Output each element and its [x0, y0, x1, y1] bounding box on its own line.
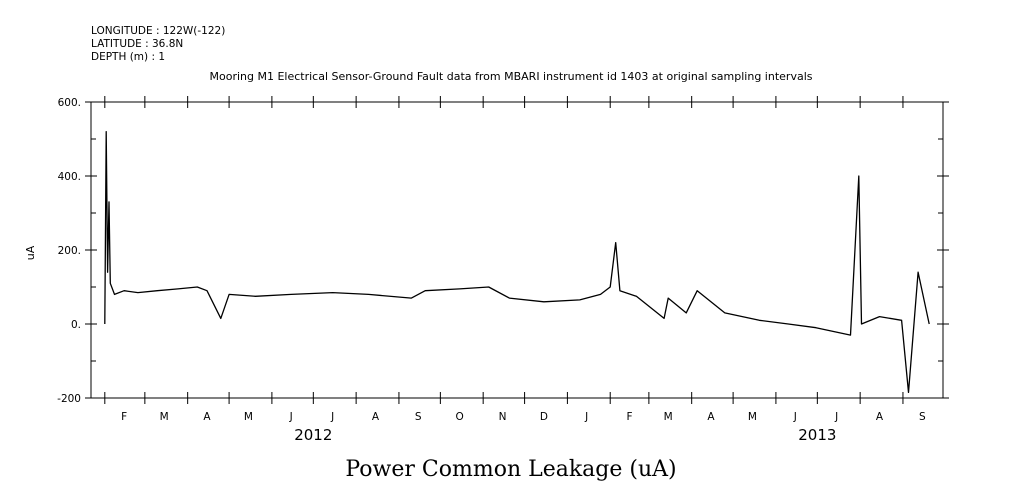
y-tick-label: 600. — [58, 97, 81, 109]
y-tick-label: -200 — [57, 393, 81, 405]
month-label: J — [584, 411, 588, 423]
month-label: S — [415, 411, 422, 423]
month-label: J — [793, 411, 797, 423]
chart-title: Mooring M1 Electrical Sensor-Ground Faul… — [210, 70, 813, 83]
month-label: A — [876, 411, 884, 423]
y-tick-label: 400. — [58, 171, 81, 183]
month-label: A — [203, 411, 211, 423]
month-label: M — [244, 411, 253, 423]
longitude-label: LONGITUDE : 122W(-122) — [91, 25, 225, 37]
y-tick-label: 0. — [71, 319, 81, 331]
x-axis: F M A M J J A S O N D J F M A M J J A S 2012 2013 — [104, 96, 926, 444]
month-label: A — [707, 411, 715, 423]
month-label: F — [121, 411, 127, 423]
plot-frame — [90, 101, 944, 399]
month-label: A — [372, 411, 380, 423]
month-label: J — [289, 411, 293, 423]
month-label: D — [540, 411, 548, 423]
y-axis-label: uA — [24, 245, 37, 260]
year-label: 2012 — [294, 426, 332, 444]
latitude-label: LATITUDE : 36.8N — [91, 38, 183, 50]
month-label: J — [834, 411, 838, 423]
y-axis: -200 0. 200. 400. 600. — [57, 97, 949, 405]
month-label: J — [330, 411, 334, 423]
month-label: F — [627, 411, 633, 423]
plot-border — [90, 101, 944, 399]
depth-label: DEPTH (m) : 1 — [91, 51, 165, 63]
data-series-line — [104, 130, 930, 394]
month-label: N — [499, 411, 507, 423]
x-axis-label: Power Common Leakage (uA) — [345, 457, 676, 482]
year-label: 2013 — [798, 426, 836, 444]
month-label: M — [748, 411, 757, 423]
series-layer — [104, 130, 930, 394]
month-label: M — [664, 411, 673, 423]
month-label: S — [919, 411, 926, 423]
month-label: O — [456, 411, 464, 423]
month-label: M — [160, 411, 169, 423]
y-tick-label: 200. — [58, 245, 81, 257]
